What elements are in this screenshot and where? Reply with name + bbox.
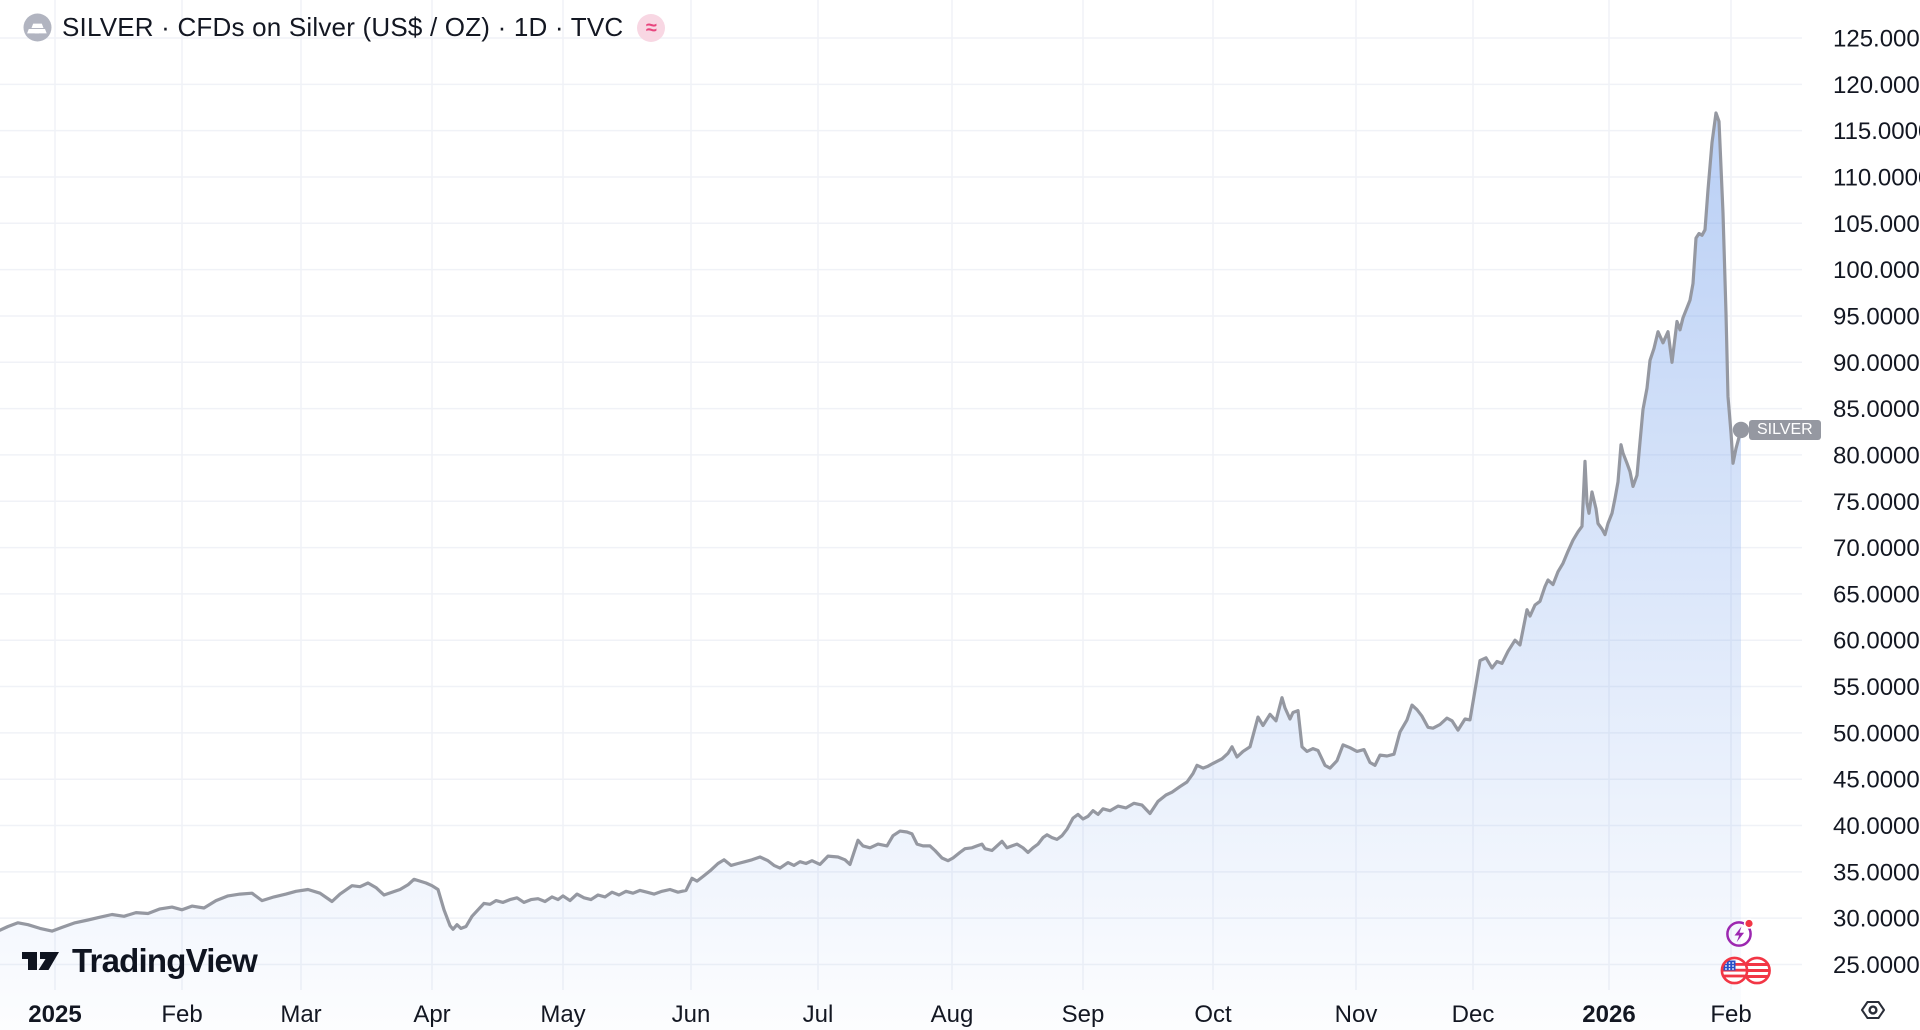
price-tick-label: 25.0000 bbox=[1833, 952, 1920, 979]
approx-badge: ≈ bbox=[637, 13, 666, 42]
approx-glyph: ≈ bbox=[645, 16, 657, 39]
price-tick-label: 100.0000 bbox=[1833, 257, 1920, 284]
price-tick-label: 40.0000 bbox=[1833, 813, 1920, 840]
price-tick-label: 105.0000 bbox=[1833, 211, 1920, 238]
time-tick-label: Apr bbox=[413, 1001, 450, 1028]
time-tick-label: Jun bbox=[672, 1001, 711, 1028]
tradingview-logo-icon bbox=[22, 952, 59, 970]
economic-events-flags-icon[interactable] bbox=[1718, 954, 1774, 988]
price-tick-label: 50.0000 bbox=[1833, 720, 1920, 747]
time-tick-label: Feb bbox=[161, 1001, 202, 1028]
price-line bbox=[0, 111, 1743, 933]
axis-settings-hexagon-icon[interactable] bbox=[1858, 999, 1888, 1021]
time-axis[interactable]: 2025 Feb Mar Apr May Jun Jul Aug Sep Oct Nov Dec 202… bbox=[28, 1001, 1751, 1028]
price-tick-label: 30.0000 bbox=[1833, 906, 1920, 933]
time-tick-label: Nov bbox=[1335, 1001, 1378, 1028]
ideas-flash-icon[interactable] bbox=[1722, 915, 1760, 953]
price-tick-label: 65.0000 bbox=[1833, 581, 1920, 608]
last-price-marker bbox=[1732, 421, 1750, 439]
price-tick-label: 60.0000 bbox=[1833, 628, 1920, 655]
price-tick-label: 85.0000 bbox=[1833, 396, 1920, 423]
symbol-label: SILVER bbox=[1749, 419, 1821, 440]
time-tick-label: Jul bbox=[803, 1001, 834, 1028]
symbol-title[interactable]: SILVER · CFDs on Silver (US$ / OZ) · 1D … bbox=[62, 12, 624, 42]
time-tick-label: Dec bbox=[1452, 1001, 1495, 1028]
silver-symbol-icon bbox=[23, 13, 52, 42]
time-tick-label: Mar bbox=[280, 1001, 321, 1028]
time-tick-label: Feb bbox=[1710, 1001, 1751, 1028]
price-tick-label: 115.0000 bbox=[1833, 118, 1920, 145]
price-tick-label: 95.0000 bbox=[1833, 303, 1920, 330]
price-tick-label: 125.0000 bbox=[1833, 26, 1920, 53]
time-tick-label: May bbox=[540, 1001, 585, 1028]
price-tick-label: 35.0000 bbox=[1833, 859, 1920, 886]
price-tick-label: 45.0000 bbox=[1833, 767, 1920, 794]
time-tick-label: Aug bbox=[931, 1001, 974, 1028]
price-tick-label: 90.0000 bbox=[1833, 350, 1920, 377]
time-tick-label: Sep bbox=[1062, 1001, 1105, 1028]
price-axis[interactable]: 125.0000 120.0000 115.0000 110.0000 105.0000… bbox=[1833, 26, 1920, 980]
time-tick-label: 2026 bbox=[1582, 1001, 1635, 1028]
price-tick-label: 80.0000 bbox=[1833, 442, 1920, 469]
symbol-label-text: SILVER bbox=[1757, 420, 1813, 438]
time-tick-label: Oct bbox=[1194, 1001, 1232, 1028]
price-tick-label: 70.0000 bbox=[1833, 535, 1920, 562]
time-tick-label: 2025 bbox=[28, 1001, 81, 1028]
chart-header: SILVER · CFDs on Silver (US$ / OZ) · 1D … bbox=[23, 12, 666, 43]
tradingview-logo[interactable]: TradingView bbox=[21, 942, 258, 980]
price-tick-label: 55.0000 bbox=[1833, 674, 1920, 701]
price-tick-label: 110.0000 bbox=[1833, 164, 1920, 191]
tradingview-logo-text: TradingView bbox=[72, 942, 258, 979]
price-tick-label: 75.0000 bbox=[1833, 489, 1920, 516]
price-tick-label: 120.0000 bbox=[1833, 72, 1920, 99]
area-fill bbox=[0, 113, 1741, 1030]
